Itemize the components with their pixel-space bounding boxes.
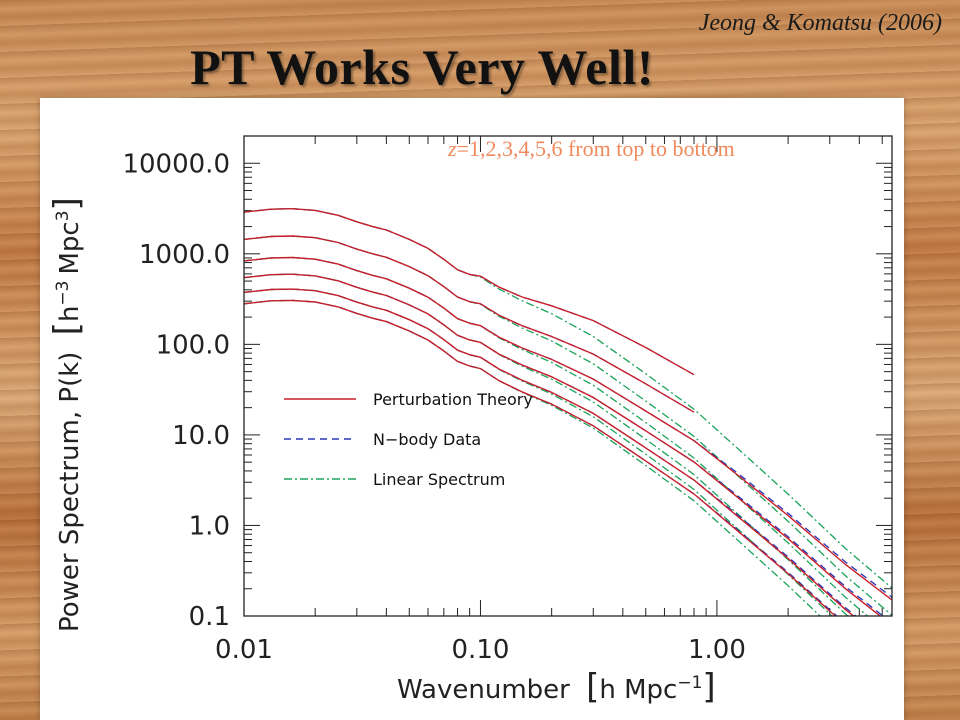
legend-nbody-label: N−body Data [373,430,481,449]
perturbation-theory-line-z=1 [244,207,695,376]
legend: Perturbation Theory N−body Data Linear S… [284,390,533,489]
x-tick-label: 1.00 [688,635,746,665]
y-tick-label: 10.0 [172,421,230,451]
slide-title: PT Works Very Well! [0,38,960,96]
legend-linear-label: Linear Spectrum [373,470,505,489]
plot-panel: 0.01 0.10 1.00 0.1 1.0 10.0 100.0 1000.0 10000.… [40,98,904,720]
plot-frame [243,135,893,617]
citation: Jeong & Komatsu (2006) [698,10,942,36]
x-tick-label: 0.10 [452,635,510,665]
y-axis-title: Power Spectrum, P(k) [h−3Mpc3] [47,197,87,632]
perturbation-theory-line-z=4 [244,273,882,616]
nbody-data-line-z=2 [244,235,695,413]
y-tick-label: 1000.0 [139,240,230,270]
series-layer [244,207,892,616]
perturbation-theory-line-z=5 [244,288,855,616]
nbody-data-line-z=5 [244,288,857,616]
y-tick-label: 10000.0 [122,149,230,179]
nbody-data-line-z=4 [244,273,885,616]
y-tick-label: 100.0 [156,330,230,360]
power-spectrum-chart: 0.01 0.10 1.00 0.1 1.0 10.0 100.0 1000.0 10000.… [47,135,893,707]
slide-title-text: PT Works Very Well! [190,39,654,95]
redshift-annotation: z=1,2,3,4,5,6 from top to bottom [447,136,735,161]
y-tick-label: 0.1 [189,602,230,632]
x-tick-label: 0.01 [215,635,273,665]
perturbation-theory-line-z=3 [244,256,892,601]
linear-spectrum-line-z=4 [244,273,849,616]
linear-spectrum-line-z=1 [244,208,892,589]
x-axis-title: Wavenumber [h Mpc−1] [397,667,716,707]
nbody-data-line-z=6 [244,299,838,616]
linear-spectrum-line-z=6 [244,299,822,616]
y-tick-labels: 0.1 1.0 10.0 100.0 1000.0 10000.0 [122,149,230,632]
linear-spectrum-line-z=5 [244,288,833,616]
perturbation-theory-line-z=2 [244,235,695,413]
y-tick-label: 1.0 [189,511,230,541]
nbody-data-line-z=1 [244,208,695,376]
x-tick-labels: 0.01 0.10 1.00 [215,635,746,665]
legend-pt-label: Perturbation Theory [373,390,533,409]
axis-ticks [243,135,892,617]
linear-spectrum-line-z=3 [244,256,869,616]
perturbation-theory-line-z=6 [244,299,837,616]
linear-spectrum-line-z=2 [244,235,892,616]
